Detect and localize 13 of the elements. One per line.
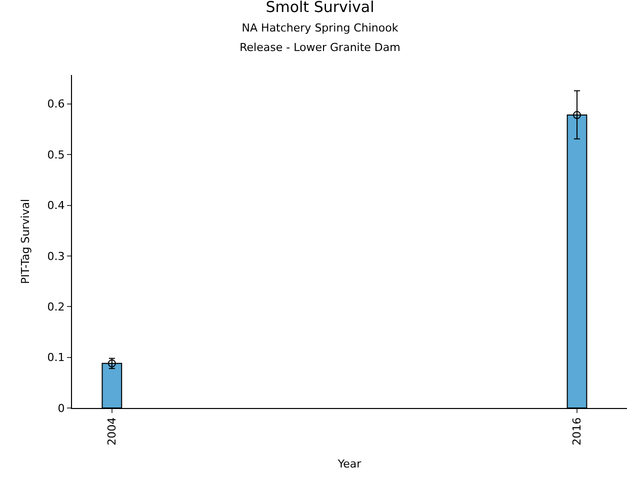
y-tick-label: 0 xyxy=(58,402,65,415)
chart-title: Smolt Survival xyxy=(266,0,374,16)
y-axis-title: PIT-Tag Survival xyxy=(18,198,32,284)
chart-subtitle: NA Hatchery Spring Chinook Release - Lower Granite Dam xyxy=(240,22,400,54)
x-tick-label: 2004 xyxy=(105,417,118,446)
y-tick-label: 0.5 xyxy=(47,148,65,162)
x-tick-label: 2016 xyxy=(570,417,584,446)
x-axis-title: Year xyxy=(336,458,362,471)
y-tick-label: 0.4 xyxy=(47,199,65,212)
y-tick-label: 0.3 xyxy=(47,250,65,263)
y-tick-label: 0.1 xyxy=(47,351,65,364)
y-tick-label: 0.6 xyxy=(47,98,65,111)
y-tick-label: 0.2 xyxy=(47,300,65,314)
